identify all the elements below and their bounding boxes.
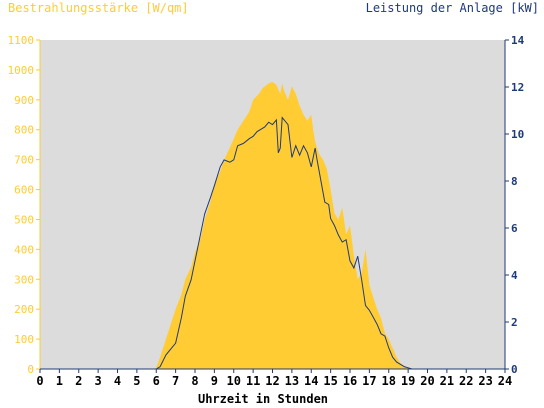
x-tick-label: 18 [382, 374, 396, 388]
right-tick-label: 12 [511, 81, 524, 94]
x-tick-label: 23 [478, 374, 492, 388]
left-tick-label: 800 [14, 124, 34, 137]
x-tick-label: 22 [459, 374, 473, 388]
left-tick-label: 0 [27, 363, 34, 376]
left-tick-label: 600 [14, 184, 34, 197]
right-tick-label: 10 [511, 128, 524, 141]
right-tick-label: 6 [511, 222, 518, 235]
x-tick-label: 13 [285, 374, 299, 388]
left-tick-label: 700 [14, 154, 34, 167]
irradiance-area [40, 81, 505, 370]
left-tick-label: 300 [14, 273, 34, 286]
irradiance-layer [40, 81, 505, 370]
x-tick-label: 10 [227, 374, 241, 388]
x-tick-label: 5 [133, 374, 140, 388]
x-tick-label: 14 [304, 374, 318, 388]
axes-layer [36, 39, 509, 373]
text-layer: Bestrahlungsstärke [W/qm] Leistung der A… [8, 1, 540, 406]
left-axis-title: Bestrahlungsstärke [W/qm] [8, 1, 189, 15]
left-tick-label: 100 [14, 333, 34, 346]
x-tick-label: 2 [75, 374, 82, 388]
x-tick-label: 16 [343, 374, 357, 388]
left-tick-label: 900 [14, 94, 34, 107]
left-tick-label: 500 [14, 213, 34, 226]
power-line [40, 116, 505, 370]
x-tick-label: 24 [498, 374, 512, 388]
x-tick-label: 8 [191, 374, 198, 388]
x-tick-label: 4 [114, 374, 121, 388]
x-tick-label: 20 [420, 374, 434, 388]
x-tick-label: 12 [265, 374, 279, 388]
right-tick-label: 0 [511, 363, 518, 376]
x-tick-label: 11 [246, 374, 260, 388]
right-tick-label: 2 [511, 316, 518, 329]
x-tick-label: 19 [401, 374, 415, 388]
x-tick-label: 21 [440, 374, 454, 388]
left-tick-label: 200 [14, 303, 34, 316]
right-axis-title: Leistung der Anlage [kW] [366, 1, 539, 15]
x-tick-label: 0 [36, 374, 43, 388]
left-tick-label: 1000 [8, 64, 35, 77]
power-layer [40, 116, 505, 370]
right-tick-label: 14 [511, 34, 525, 47]
right-tick-label: 8 [511, 175, 518, 188]
x-tick-label: 9 [211, 374, 218, 388]
x-tick-label: 7 [172, 374, 179, 388]
x-tick-label: 15 [323, 374, 337, 388]
x-tick-label: 6 [153, 374, 160, 388]
left-tick-label: 1100 [8, 34, 35, 47]
x-tick-label: 1 [56, 374, 63, 388]
right-tick-label: 4 [511, 269, 518, 282]
x-tick-label: 3 [95, 374, 102, 388]
x-tick-label: 17 [362, 374, 376, 388]
left-tick-label: 400 [14, 243, 34, 256]
x-axis-title: Uhrzeit in Stunden [198, 392, 328, 406]
